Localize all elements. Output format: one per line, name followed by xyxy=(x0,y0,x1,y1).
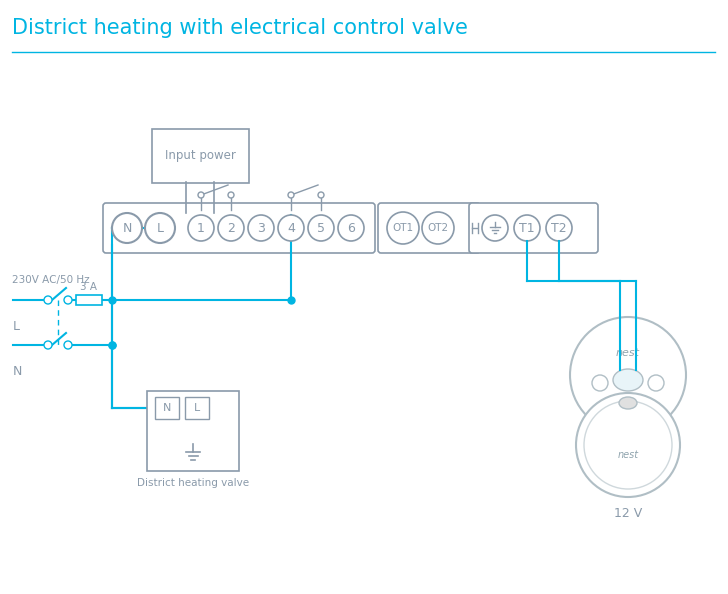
Circle shape xyxy=(112,213,142,243)
FancyBboxPatch shape xyxy=(76,295,102,305)
FancyBboxPatch shape xyxy=(151,129,248,183)
Text: 6: 6 xyxy=(347,222,355,235)
Text: 3: 3 xyxy=(257,222,265,235)
Text: 230V AC/50 Hz: 230V AC/50 Hz xyxy=(12,275,90,285)
Text: 12 V: 12 V xyxy=(614,507,642,520)
Text: T2: T2 xyxy=(551,222,567,235)
FancyBboxPatch shape xyxy=(147,391,239,471)
Circle shape xyxy=(514,215,540,241)
Ellipse shape xyxy=(613,369,643,391)
Circle shape xyxy=(576,393,680,497)
Circle shape xyxy=(318,192,324,198)
Text: 3 A: 3 A xyxy=(81,282,98,292)
Circle shape xyxy=(64,296,72,304)
Text: OT1: OT1 xyxy=(392,223,414,233)
Circle shape xyxy=(546,215,572,241)
FancyBboxPatch shape xyxy=(155,397,179,419)
FancyBboxPatch shape xyxy=(378,203,480,253)
Text: L: L xyxy=(194,403,200,413)
Circle shape xyxy=(145,213,175,243)
Circle shape xyxy=(584,401,672,489)
Circle shape xyxy=(648,375,664,391)
Circle shape xyxy=(198,192,204,198)
Circle shape xyxy=(64,341,72,349)
Text: 1: 1 xyxy=(197,222,205,235)
Circle shape xyxy=(44,296,52,304)
Text: 4: 4 xyxy=(287,222,295,235)
Text: nest: nest xyxy=(616,348,640,358)
Circle shape xyxy=(482,215,508,241)
Text: N: N xyxy=(13,365,23,378)
Text: OT2: OT2 xyxy=(427,223,448,233)
FancyBboxPatch shape xyxy=(185,397,209,419)
Circle shape xyxy=(188,215,214,241)
Text: L: L xyxy=(13,320,20,333)
Circle shape xyxy=(338,215,364,241)
Circle shape xyxy=(592,375,608,391)
Circle shape xyxy=(422,212,454,244)
FancyBboxPatch shape xyxy=(469,203,598,253)
Text: District heating valve: District heating valve xyxy=(137,478,249,488)
Ellipse shape xyxy=(619,397,637,409)
Circle shape xyxy=(570,317,686,433)
Text: 5: 5 xyxy=(317,222,325,235)
Text: 2: 2 xyxy=(227,222,235,235)
Circle shape xyxy=(308,215,334,241)
FancyBboxPatch shape xyxy=(103,203,375,253)
Circle shape xyxy=(44,341,52,349)
Text: N: N xyxy=(163,403,171,413)
Text: District heating with electrical control valve: District heating with electrical control… xyxy=(12,18,468,38)
Circle shape xyxy=(228,192,234,198)
Text: T1: T1 xyxy=(519,222,535,235)
Text: N: N xyxy=(122,222,132,235)
Circle shape xyxy=(278,215,304,241)
Circle shape xyxy=(218,215,244,241)
Text: nest: nest xyxy=(617,450,638,460)
Circle shape xyxy=(248,215,274,241)
Circle shape xyxy=(288,192,294,198)
Text: L: L xyxy=(157,222,164,235)
Circle shape xyxy=(387,212,419,244)
Text: Input power: Input power xyxy=(165,150,235,163)
